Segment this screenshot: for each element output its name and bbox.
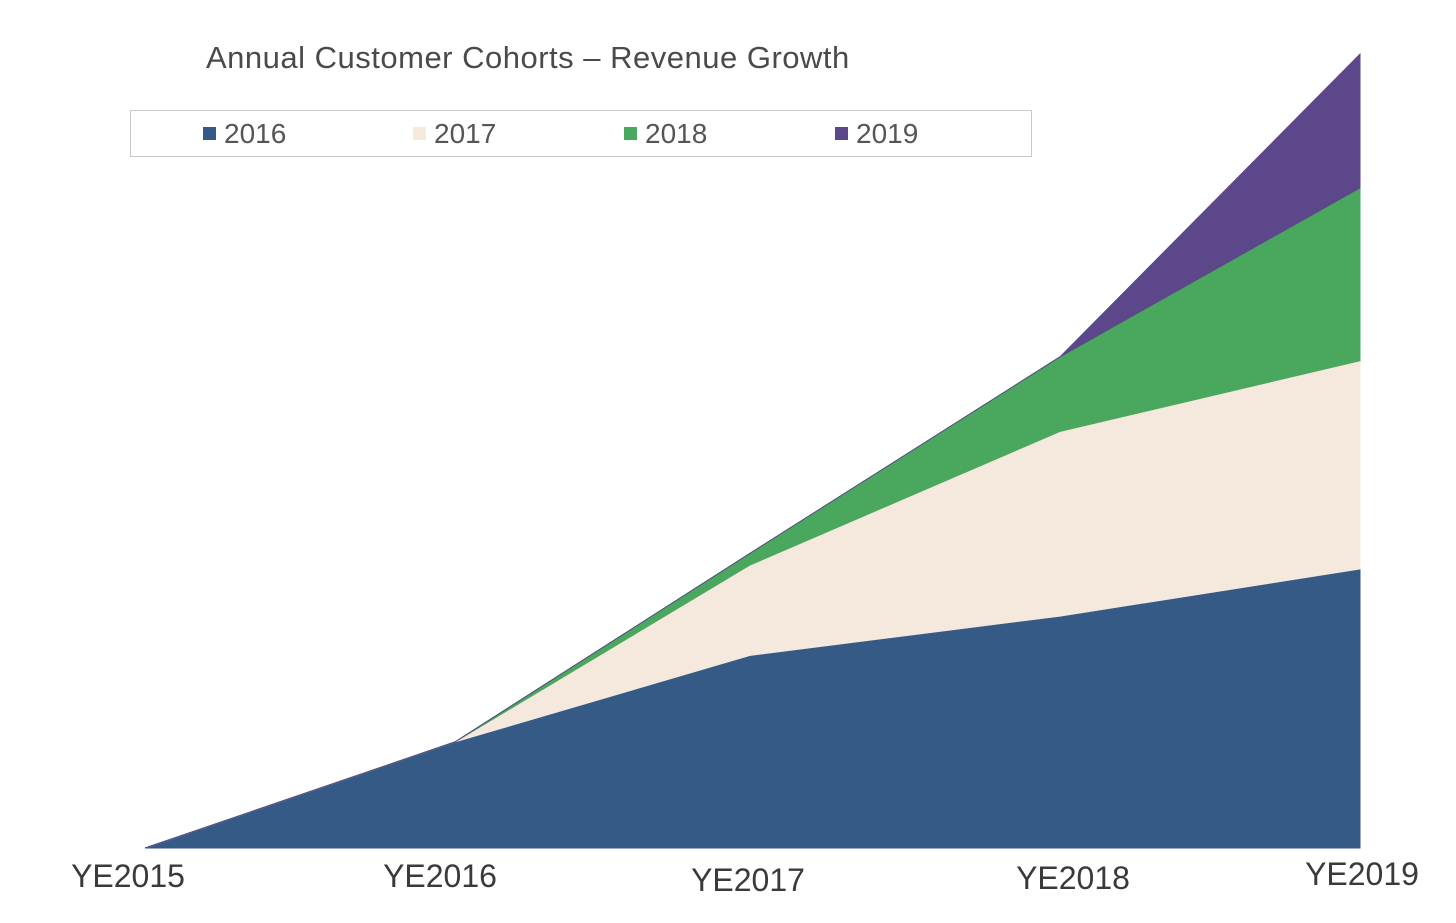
legend-swatch-2016	[203, 127, 216, 140]
legend-item-2018: 2018	[624, 111, 707, 156]
x-tick-label-ye2019: YE2019	[1305, 856, 1419, 892]
legend-swatch-2017	[413, 127, 426, 140]
legend-swatch-2019	[835, 127, 848, 140]
legend-item-2019: 2019	[835, 111, 918, 156]
area-series-2019	[144, 52, 1361, 849]
legend-label-2017: 2017	[434, 117, 497, 149]
legend-label-2016: 2016	[224, 117, 287, 149]
x-tick-label-ye2015: YE2015	[71, 858, 185, 894]
legend-item-2017: 2017	[413, 111, 496, 156]
legend-swatch-2018	[624, 127, 637, 140]
legend-item-2016: 2016	[203, 111, 286, 156]
legend-label-2019: 2019	[856, 117, 919, 149]
x-tick-label-ye2017: YE2017	[691, 862, 805, 898]
legend: 2016 2017 2018 2019	[130, 110, 1032, 157]
legend-label-2018: 2018	[645, 117, 708, 149]
chart-title: Annual Customer Cohorts – Revenue Growth	[206, 40, 850, 75]
x-tick-label-ye2016: YE2016	[383, 858, 497, 894]
x-tick-label-ye2018: YE2018	[1016, 860, 1130, 896]
